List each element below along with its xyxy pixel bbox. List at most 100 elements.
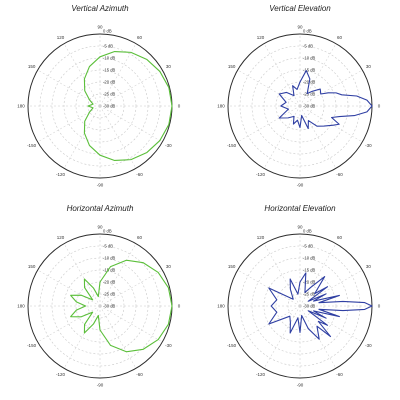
- ring-label: 0 dB: [303, 229, 312, 234]
- ring-label: -10 dB: [303, 256, 316, 261]
- ring-label: -25 dB: [103, 292, 116, 297]
- grid-spoke: [299, 43, 337, 107]
- ring-label: -25 dB: [103, 92, 116, 97]
- angle-tick-label: 120: [57, 35, 65, 40]
- angle-tick-label: 60: [137, 35, 143, 40]
- grid-spoke: [263, 305, 301, 369]
- angle-tick-label: -90: [297, 383, 304, 388]
- ring-label: -10 dB: [103, 56, 116, 61]
- angle-tick-label: 30: [366, 64, 372, 69]
- polar-grid: [227, 33, 373, 179]
- angle-tick-label: -60: [136, 172, 143, 177]
- angle-tick-label: 150: [228, 64, 236, 69]
- grid-spoke: [63, 243, 101, 307]
- polar-grid: [27, 233, 173, 379]
- ring-label: -15 dB: [303, 268, 316, 273]
- grid-spoke: [299, 105, 337, 169]
- radiation-pattern-line: [278, 70, 373, 130]
- angle-tick-label: -120: [56, 172, 66, 177]
- angle-tick-label: 60: [337, 235, 343, 240]
- polar-chart-vertical-azimuth: 0 dB -5 dB -10 dB -15 dB -20 dB -25 dB -30 dB 0…: [17, 25, 181, 188]
- angle-tick-label: 30: [366, 264, 372, 269]
- grid-spoke: [37, 269, 101, 307]
- grid-spoke: [63, 43, 101, 107]
- angle-tick-label: -120: [256, 172, 266, 177]
- angle-tick-label: -120: [256, 372, 266, 377]
- angle-tick-label: 120: [257, 35, 265, 40]
- ring-label: -15 dB: [103, 268, 116, 273]
- grid-spoke: [99, 305, 163, 343]
- angle-tick-label: -150: [227, 143, 237, 148]
- angle-tick-label: 150: [28, 264, 36, 269]
- radiation-pattern-line: [70, 259, 173, 353]
- chart-panel-vertical-elevation: Vertical Elevation 0 dB -5 dB -10 dB -15 dB…: [200, 0, 400, 200]
- ring-label: 0 dB: [303, 29, 312, 34]
- angle-tick-label: 0: [378, 104, 381, 109]
- grid-spoke: [299, 69, 363, 107]
- angle-tick-label: 180: [217, 304, 225, 309]
- angle-tick-label: -30: [365, 143, 372, 148]
- angle-tick-label: 90: [297, 225, 303, 230]
- angle-tick-label: -30: [165, 143, 172, 148]
- angle-tick-label: -60: [336, 172, 343, 177]
- angle-tick-label: 0: [178, 104, 181, 109]
- ring-label: 0 dB: [103, 29, 112, 34]
- chart-title: Horizontal Elevation: [264, 204, 336, 213]
- grid-spoke: [63, 105, 101, 169]
- grid-spoke: [237, 105, 301, 143]
- angle-tick-label: 30: [166, 264, 172, 269]
- angle-tick-label: -90: [297, 183, 304, 188]
- chart-title: Vertical Elevation: [269, 4, 331, 13]
- grid-spoke: [263, 243, 301, 307]
- chart-panel-horizontal-azimuth: Horizontal Azimuth 0 dB -5 dB -10 dB -15 dB…: [0, 200, 200, 400]
- radiation-pattern-line: [268, 272, 373, 340]
- angle-tick-label: -90: [97, 383, 104, 388]
- ring-label: -10 dB: [303, 56, 316, 61]
- ring-label: -20 dB: [103, 80, 116, 85]
- ring-label: -5 dB: [303, 44, 313, 49]
- angle-tick-label: 150: [28, 64, 36, 69]
- chart-title: Vertical Azimuth: [71, 4, 129, 13]
- angle-tick-label: -60: [336, 372, 343, 377]
- ring-label: -30 dB: [103, 304, 116, 309]
- radiation-pattern-line: [83, 50, 173, 162]
- grid-spoke: [99, 69, 163, 107]
- angle-tick-label: 0: [178, 304, 181, 309]
- grid-spoke: [63, 305, 101, 369]
- polar-grid: [227, 233, 373, 379]
- angle-tick-label: -150: [27, 343, 37, 348]
- ring-label: -20 dB: [103, 280, 116, 285]
- ring-label: -25 dB: [303, 292, 316, 297]
- polar-grid: [27, 33, 173, 179]
- ring-label: -5 dB: [303, 244, 313, 249]
- ring-label: -5 dB: [103, 44, 113, 49]
- chart-panel-horizontal-elevation: Horizontal Elevation 0 dB -5 dB -10 dB -15 …: [200, 200, 400, 400]
- angle-tick-label: 120: [257, 235, 265, 240]
- angle-tick-label: 60: [337, 35, 343, 40]
- polar-chart-horizontal-elevation: 0 dB -5 dB -10 dB -15 dB -20 dB -25 dB -30 dB 0…: [217, 225, 381, 388]
- ring-label: -15 dB: [303, 68, 316, 73]
- grid-spoke: [99, 269, 163, 307]
- grid-spoke: [299, 105, 363, 143]
- ring-label: -20 dB: [303, 280, 316, 285]
- ring-label: -30 dB: [303, 104, 316, 109]
- ring-label: -5 dB: [103, 244, 113, 249]
- grid-spoke: [237, 69, 301, 107]
- angle-tick-label: -90: [97, 183, 104, 188]
- grid-spoke: [99, 43, 137, 107]
- angle-tick-label: -150: [227, 343, 237, 348]
- grid-spoke: [99, 305, 137, 369]
- ring-label: 0 dB: [103, 229, 112, 234]
- ring-label: -10 dB: [103, 256, 116, 261]
- grid-spoke: [299, 305, 337, 369]
- angle-tick-label: 90: [97, 25, 103, 30]
- polar-chart-horizontal-azimuth: 0 dB -5 dB -10 dB -15 dB -20 dB -25 dB -30 dB 0…: [17, 225, 181, 388]
- ring-label: -25 dB: [303, 92, 316, 97]
- angle-tick-label: 120: [57, 235, 65, 240]
- angle-tick-label: 180: [17, 304, 25, 309]
- angle-tick-label: 90: [97, 225, 103, 230]
- ring-label: -30 dB: [303, 304, 316, 309]
- ring-label: -30 dB: [103, 104, 116, 109]
- angle-tick-label: -30: [165, 343, 172, 348]
- grid-spoke: [99, 105, 137, 169]
